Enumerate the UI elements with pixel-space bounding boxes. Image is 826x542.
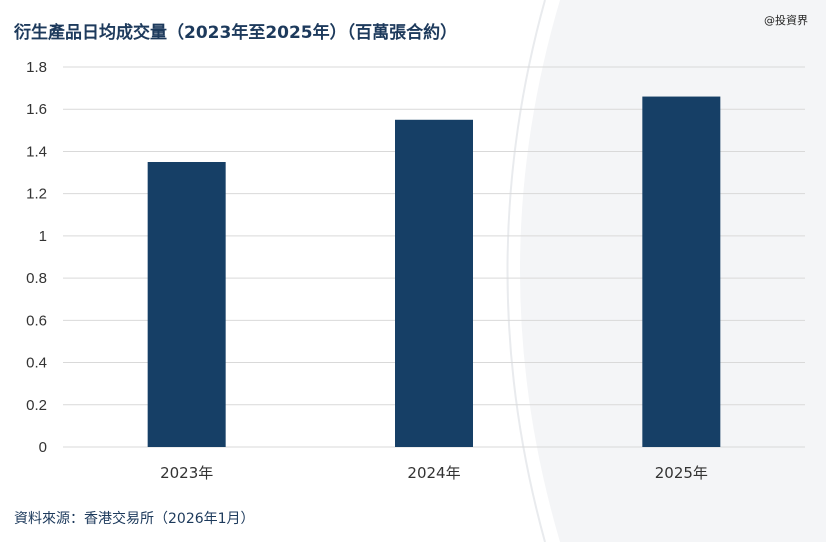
y-tick-label: 0.8 <box>26 270 47 287</box>
bar-3 <box>642 96 721 448</box>
y-tick-label: 1.2 <box>26 186 47 203</box>
y-tick-label: 1.4 <box>26 143 47 160</box>
x-tick-label: 2024年 <box>407 464 460 482</box>
x-tick-label: 2025年 <box>655 464 708 482</box>
x-axis-ticks: 2023年 2024年 2025年 <box>160 464 708 482</box>
y-tick-label: 1.8 <box>26 59 47 76</box>
source-note: 資料來源：香港交易所（2026年1月） <box>14 511 255 527</box>
y-axis-ticks: 0 0.2 0.4 0.6 0.8 1 1.2 1.4 1.6 1.8 <box>26 59 47 456</box>
bar-2 <box>395 119 473 448</box>
y-tick-label: 0 <box>39 439 47 456</box>
bar-1 <box>147 162 226 447</box>
x-tick-label: 2023年 <box>160 464 213 482</box>
y-tick-label: 0.4 <box>26 355 47 372</box>
y-tick-label: 0.2 <box>26 397 47 414</box>
y-tick-label: 0.6 <box>26 312 47 329</box>
bars <box>147 96 721 448</box>
y-tick-label: 1 <box>39 228 47 245</box>
chart-title: 衍生產品日均成交量（2023年至2025年）（百萬張合約） <box>14 23 458 43</box>
y-tick-label: 1.6 <box>26 101 47 118</box>
watermark-logo: @投資界 <box>764 14 808 27</box>
